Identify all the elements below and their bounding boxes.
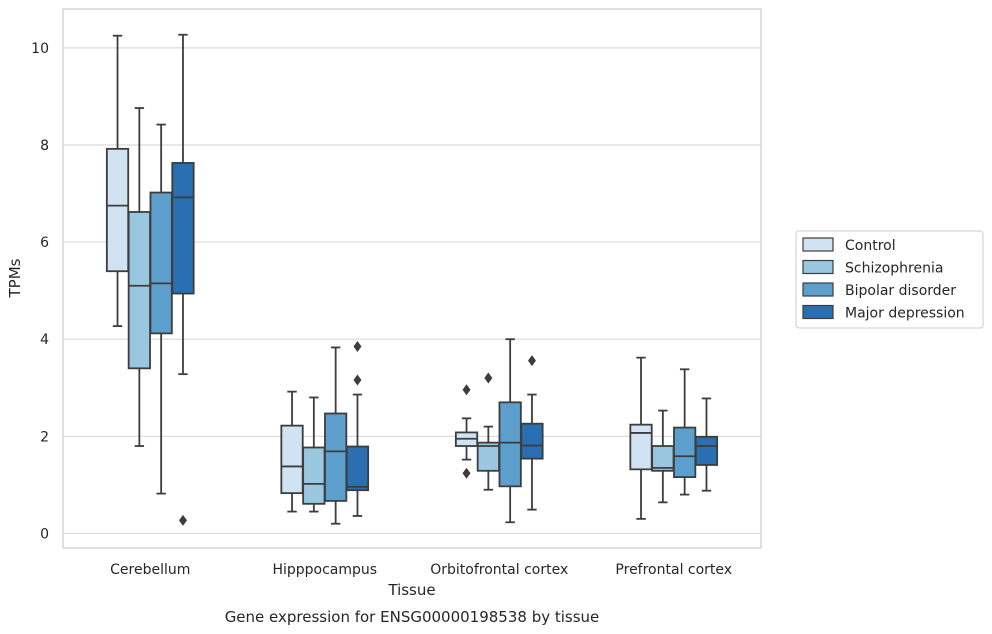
box-schizophrenia xyxy=(651,409,675,504)
box-iqr xyxy=(520,422,544,460)
box-iqr xyxy=(629,423,653,471)
x-axis-title: Tissue xyxy=(387,581,435,599)
y-axis-title: TPMs xyxy=(6,258,24,298)
box-schizophrenia xyxy=(127,107,151,447)
outlier-point xyxy=(527,355,536,367)
y-tick-labels: 0 2 4 6 8 10 xyxy=(31,41,49,543)
box-series-layer xyxy=(105,33,719,526)
x-tick-label: Orbitofrontal cortex xyxy=(430,562,568,578)
y-tick-label: 4 xyxy=(40,332,49,348)
legend-swatch xyxy=(802,237,834,252)
box-iqr xyxy=(280,424,304,495)
box-iqr xyxy=(302,446,326,505)
legend-swatch xyxy=(802,304,834,320)
box-iqr xyxy=(105,147,130,273)
box-iqr xyxy=(498,401,522,488)
outlier-point xyxy=(462,384,471,396)
box-iqr xyxy=(694,435,719,466)
box-iqr xyxy=(673,426,697,479)
legend-label: Bipolar disorder xyxy=(845,283,956,299)
box-schizophrenia xyxy=(302,396,326,513)
x-tick-labels: Cerebellum Hipppocampus Orbitofrontal cort… xyxy=(110,562,732,578)
box-iqr xyxy=(127,211,151,370)
x-tick-label: Cerebellum xyxy=(110,562,190,578)
box-bipolar-disorder xyxy=(149,123,173,495)
outlier-point xyxy=(353,340,362,352)
y-tick-label: 0 xyxy=(40,526,49,542)
legend-swatch xyxy=(802,282,834,297)
box-bipolar-disorder xyxy=(498,338,522,524)
figure-caption: Gene expression for ENSG00000198538 by t… xyxy=(225,608,600,626)
legend: Control Schizophrenia Bipolar disorder Majo… xyxy=(795,230,984,329)
box-control xyxy=(629,356,653,520)
box-iqr xyxy=(171,162,195,295)
legend-label: Major depression xyxy=(845,306,965,322)
box-bipolar-disorder xyxy=(673,368,697,496)
box-iqr xyxy=(149,191,173,335)
box-iqr xyxy=(345,445,370,492)
x-tick-label: Hipppocampus xyxy=(272,562,377,578)
legend-swatch xyxy=(802,259,834,275)
box-major-depression xyxy=(520,355,544,511)
box-control xyxy=(454,384,479,479)
y-tick-label: 2 xyxy=(40,429,49,445)
box-control xyxy=(280,390,304,513)
y-tick-label: 8 xyxy=(40,138,49,154)
box-bipolar-disorder xyxy=(324,346,348,525)
outlier-point xyxy=(178,514,187,526)
box-major-depression xyxy=(694,397,719,492)
box-schizophrenia xyxy=(476,372,500,491)
box-iqr xyxy=(324,412,348,502)
x-tick-label: Prefrontal cortex xyxy=(615,562,732,578)
box-major-depression xyxy=(345,340,370,517)
legend-label: Schizophrenia xyxy=(845,261,943,277)
outlier-point xyxy=(353,374,362,386)
legend-label: Control xyxy=(845,238,896,254)
box-major-depression xyxy=(171,33,195,526)
legend-frame xyxy=(795,230,984,329)
y-tick-label: 10 xyxy=(31,41,49,57)
outlier-point xyxy=(462,467,471,479)
box-control xyxy=(105,34,130,327)
y-tick-label: 6 xyxy=(40,235,49,251)
outlier-point xyxy=(484,372,493,384)
plot-frame xyxy=(62,8,762,549)
